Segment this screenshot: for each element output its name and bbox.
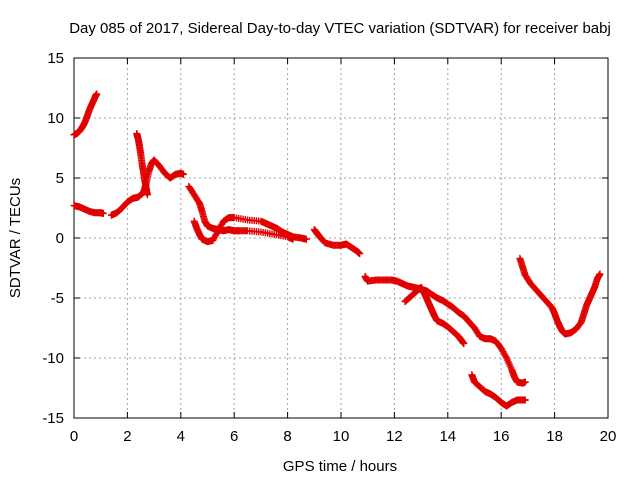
series-arc-6 bbox=[190, 214, 310, 246]
x-axis: 0 2 4 6 8 10 12 14 16 18 20 bbox=[70, 58, 617, 445]
x-tick-label: 10 bbox=[333, 428, 350, 445]
x-tick-label: 12 bbox=[386, 428, 403, 445]
x-tick-label: 14 bbox=[439, 428, 456, 445]
data-point bbox=[356, 250, 364, 258]
y-tick-label: -10 bbox=[42, 350, 64, 367]
data-point bbox=[302, 235, 310, 243]
x-tick-label: 2 bbox=[123, 428, 131, 445]
series-arc-10 bbox=[468, 371, 529, 410]
series-arc-3 bbox=[107, 156, 187, 219]
x-tick-label: 8 bbox=[283, 428, 291, 445]
y-axis-label: SDTVAR / TECUs bbox=[7, 178, 24, 298]
data-point bbox=[179, 170, 187, 178]
data-point bbox=[460, 340, 468, 348]
series-arc-8 bbox=[361, 272, 529, 387]
series-arc-9 bbox=[401, 283, 468, 348]
x-tick-label: 0 bbox=[70, 428, 78, 445]
data-point bbox=[502, 352, 510, 360]
data-point bbox=[521, 396, 529, 404]
y-tick-label: -15 bbox=[42, 410, 64, 427]
data-point bbox=[521, 378, 529, 386]
data-series bbox=[70, 90, 604, 410]
x-tick-label: 18 bbox=[546, 428, 563, 445]
y-tick-label: 0 bbox=[56, 230, 64, 247]
data-point bbox=[143, 191, 151, 199]
y-axis: -15 -10 -5 0 5 10 15 bbox=[42, 50, 608, 427]
series-arc-7 bbox=[310, 226, 364, 258]
series-arc-1 bbox=[70, 90, 101, 139]
grid-lines bbox=[74, 58, 608, 418]
chart-title: Day 085 of 2017, Sidereal Day-to-day VTE… bbox=[69, 20, 611, 37]
x-tick-label: 20 bbox=[600, 428, 617, 445]
series-arc-11 bbox=[516, 254, 604, 338]
data-point bbox=[596, 270, 604, 278]
y-tick-label: 10 bbox=[47, 110, 64, 127]
x-tick-label: 4 bbox=[177, 428, 185, 445]
y-tick-label: -5 bbox=[51, 290, 64, 307]
y-tick-label: 5 bbox=[56, 170, 64, 187]
y-tick-label: 15 bbox=[47, 50, 64, 67]
data-point bbox=[93, 90, 101, 98]
x-axis-label: GPS time / hours bbox=[283, 458, 397, 475]
x-tick-label: 6 bbox=[230, 428, 238, 445]
series-arc-4 bbox=[133, 130, 151, 199]
x-tick-label: 16 bbox=[493, 428, 510, 445]
data-point bbox=[99, 209, 107, 217]
series-arc-2 bbox=[70, 202, 107, 217]
